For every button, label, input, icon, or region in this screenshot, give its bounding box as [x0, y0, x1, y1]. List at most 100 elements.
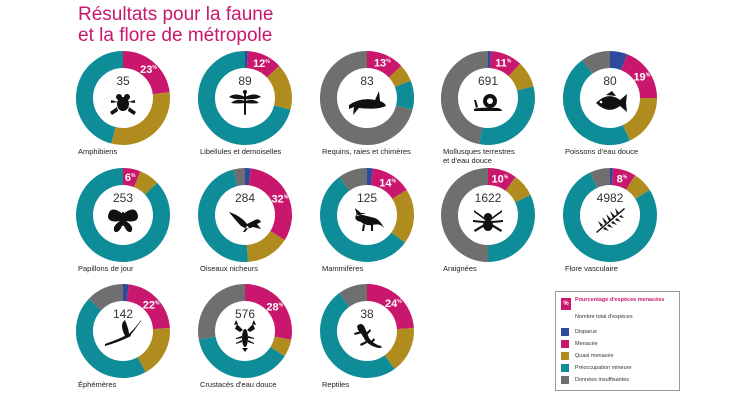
bird-icon: [229, 212, 261, 232]
percent-sign: %: [155, 301, 160, 307]
percent-sign: %: [265, 59, 270, 65]
total-species-count: 691: [478, 74, 498, 88]
donut-slice-menacee: [489, 51, 521, 77]
donut-slice-preoccupation-mineure: [320, 292, 395, 378]
percent-sign: %: [152, 65, 157, 71]
percent-sign: %: [391, 179, 396, 185]
group-label: Papillons de jour: [78, 264, 134, 273]
legend-label: Quasi menacée: [575, 353, 614, 359]
donut-slice-preoccupation-mineure: [198, 51, 291, 145]
donut-slice-menacee: [122, 51, 170, 95]
donut-slice-preoccupation-mineure: [563, 172, 657, 262]
group-label: Mollusques terrestres: [443, 147, 515, 156]
donut-slice-quasi-menacee: [266, 65, 292, 110]
group-label: Araignées: [443, 264, 477, 273]
group-label: Requins, raies et chimères: [322, 147, 411, 156]
total-species-count: 125: [357, 191, 377, 205]
donut-slice-quasi-menacee: [388, 65, 411, 88]
legend-item-quasi-menacee: Quasi menacée: [561, 352, 677, 360]
donut-slice-donnees-insuffisantes: [233, 168, 246, 187]
donut-slice-quasi-menacee: [625, 175, 650, 200]
donut-slice-quasi-menacee: [390, 189, 414, 243]
total-species-count: 142: [113, 307, 133, 321]
legend-swatch: [561, 376, 569, 384]
donut-slice-menacee: [611, 168, 636, 190]
donut-slice-quasi-menacee: [508, 63, 534, 91]
group-label: et d'eau douce: [443, 156, 492, 165]
threatened-percentage: 6%: [125, 172, 136, 184]
donut-chart: 284 32%Oiseaux nicheurs: [198, 167, 292, 273]
percent-sign: %: [279, 303, 284, 309]
dragonfly-icon: [229, 90, 261, 115]
donut-chart: 4982 8% Flore vasculaire: [563, 168, 657, 273]
donut-slice-menacee: [244, 284, 292, 340]
fern-icon: [596, 208, 625, 233]
donut-chart: 80 19%Poissons d'eau douce: [562, 51, 657, 156]
total-species-count: 284: [235, 191, 255, 205]
donut-slice-preoccupation-mineure: [479, 86, 535, 145]
legend-label: Données insuffisantes: [575, 377, 630, 383]
group-label: Reptiles: [322, 380, 349, 389]
total-species-count: 253: [113, 191, 133, 205]
donut-slice-menacee: [126, 284, 170, 330]
donut-slice-quasi-menacee: [270, 336, 292, 357]
percent-sign: %: [284, 195, 289, 201]
percent-sign: %: [623, 174, 628, 180]
legend-swatch: [561, 352, 569, 360]
shark-icon: [349, 91, 386, 115]
group-label: Crustacés d'eau douce: [200, 380, 276, 389]
donut-slice-donnees-insuffisantes: [320, 51, 413, 145]
total-species-count: 35: [116, 74, 130, 88]
donut-slice-preoccupation-mineure: [198, 169, 248, 262]
total-species-count: 1622: [475, 191, 502, 205]
pct-label: Pourcentage d'espèces menacées: [575, 297, 665, 303]
donut-slice-quasi-menacee: [384, 328, 414, 370]
donut-slice-menacee: [246, 51, 280, 78]
donut-slice-menacee: [122, 168, 141, 188]
total-species-count: 83: [360, 74, 374, 88]
donut-slice-menacee: [487, 168, 516, 192]
legend-label: Menacée: [575, 341, 598, 347]
lizard-icon: [354, 324, 382, 348]
donut-slice-quasi-menacee: [246, 230, 285, 262]
donut-slice-disparue: [609, 51, 628, 71]
donut-slice-donnees-insuffisantes: [88, 284, 124, 311]
donut-slice-donnees-insuffisantes: [339, 168, 368, 192]
legend-swatch: [561, 364, 569, 372]
donut-chart: 576 28%Crustacés d'eau douce: [198, 284, 292, 389]
title-line-2: et la flore de métropole: [78, 25, 273, 46]
threatened-percentage: 8%: [617, 173, 628, 185]
donut-slice-menacee: [366, 51, 402, 78]
group-label: Mammifères: [322, 264, 364, 273]
total-label: Nombre total d'espèces: [575, 314, 633, 320]
donut-slice-preoccupation-mineure: [76, 168, 170, 262]
mayfly-icon: [105, 320, 141, 346]
total-species-count: 38: [360, 307, 374, 321]
donut-slice-preoccupation-mineure: [562, 59, 631, 145]
percent-sign: %: [386, 59, 391, 65]
donut-slice-menacee: [620, 54, 657, 99]
legend-swatch: [561, 328, 569, 336]
group-label: Amphibiens: [78, 147, 117, 156]
donut-slice-donnees-insuffisantes: [441, 51, 489, 145]
butterfly-icon: [108, 209, 138, 233]
legend: % Pourcentage d'espèces menacées Nombre …: [555, 291, 680, 391]
donut-slice-preoccupation-mineure: [76, 51, 124, 144]
legend-item-menacee: Menacée: [561, 340, 677, 348]
total-species-count: 576: [235, 307, 255, 321]
donut-slice-quasi-menacee: [111, 92, 170, 145]
crayfish-icon: [234, 320, 256, 352]
percent-sign: %: [507, 59, 512, 65]
percent-sign: %: [397, 299, 402, 305]
legend-label: Préoccupation mineure: [575, 365, 632, 371]
donut-slice-donnees-insuffisantes: [582, 51, 611, 75]
legend-label: Disparue: [575, 329, 598, 335]
fox-icon: [355, 208, 384, 231]
